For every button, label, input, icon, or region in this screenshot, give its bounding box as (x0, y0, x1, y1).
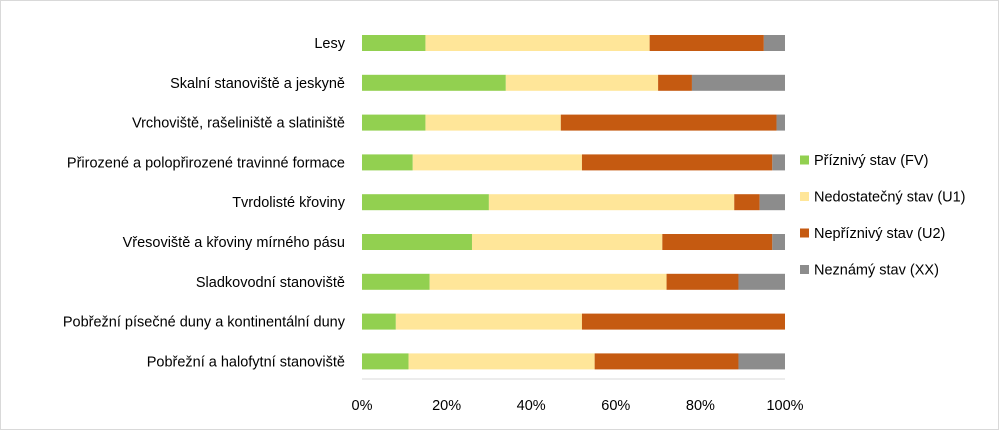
category-label-4: Přirozené a polopřirozené travinné forma… (67, 155, 345, 171)
legend-label-1: Příznivý stav (FV) (814, 153, 928, 169)
x-tick-label-1: 0% (352, 398, 373, 414)
x-tick-label-5: 80% (686, 398, 715, 414)
bar-segment-5-4 (759, 194, 785, 211)
bar-segment-4-2 (412, 154, 582, 171)
bar-segment-6-2 (471, 234, 663, 250)
bar-segment-3-1 (362, 114, 426, 131)
bar-segment-2-3 (658, 74, 692, 91)
bar-segment-8-3 (581, 313, 785, 330)
legend-swatch-3 (800, 228, 809, 238)
category-label-8: Pobřežní písečné duny a kontinentální du… (63, 315, 346, 331)
legend: Příznivý stav (FV) Nedostatečný stav (U1)… (800, 153, 966, 279)
bar-segment-7-4 (738, 273, 785, 290)
x-tick-label-4: 60% (601, 398, 630, 414)
category-label-9: Pobřežní a halofytní stanoviště (147, 354, 345, 370)
category-label-1: Lesy (314, 36, 345, 52)
legend-swatch-1 (800, 155, 809, 165)
category-label-6: Vřesoviště a křoviny mírného pásu (123, 235, 345, 251)
bar-segment-3-3 (560, 114, 777, 131)
bar-segment-7-1 (362, 273, 430, 290)
bar-segment-9-3 (594, 353, 739, 370)
bar-segment-5-3 (734, 194, 760, 211)
bar-segment-5-1 (362, 194, 489, 211)
bar-segment-7-3 (666, 273, 739, 290)
bar-segment-6-1 (362, 234, 472, 250)
bar-segment-3-2 (425, 114, 561, 131)
bar-segment-2-1 (362, 74, 506, 91)
bar-segment-1-3 (649, 35, 764, 51)
bar-segment-6-3 (662, 234, 773, 250)
bar-segment-4-1 (362, 154, 413, 171)
category-labels: Lesy Skalní stanoviště a jeskyně Vrchovišt… (63, 36, 346, 370)
category-label-5: Tvrdolisté křoviny (232, 195, 346, 211)
bar-segment-1-4 (763, 35, 785, 51)
x-axis: 0% 20% 40% 60% 80% 100% (352, 378, 804, 414)
bar-segment-4-3 (581, 154, 773, 171)
bar-segment-4-4 (772, 154, 785, 171)
legend-label-3: Nepříznivý stav (U2) (814, 226, 945, 242)
x-tick-label-2: 20% (432, 398, 461, 414)
bar-segment-9-4 (738, 353, 785, 370)
bar-segment-2-4 (691, 74, 785, 91)
bar-segment-3-4 (776, 114, 785, 131)
legend-swatch-4 (800, 265, 809, 274)
bar-segment-8-1 (362, 313, 396, 330)
legend-label-4: Neznámý stav (XX) (814, 263, 939, 279)
bar-segment-5-2 (488, 194, 735, 211)
bar-segment-8-2 (395, 313, 582, 330)
legend-label-2: Nedostatečný stav (U1) (814, 190, 966, 206)
x-tick-label-3: 40% (517, 398, 546, 414)
bar-segment-9-1 (362, 353, 409, 370)
bar-segment-6-4 (772, 234, 785, 250)
bar-segment-1-1 (362, 35, 426, 51)
bar-segment-9-2 (408, 353, 595, 370)
bar-segment-2-2 (505, 74, 659, 91)
x-tick-label-6: 100% (766, 398, 803, 414)
legend-swatch-2 (800, 192, 809, 201)
category-label-2: Skalní stanoviště a jeskyně (170, 76, 345, 92)
category-label-7: Sladkovodní stanoviště (196, 275, 345, 291)
bars-group (362, 35, 785, 370)
category-label-3: Vrchoviště, rašeliniště a slatiniště (132, 116, 345, 132)
bar-segment-7-2 (429, 273, 667, 290)
bar-segment-1-2 (425, 35, 650, 51)
